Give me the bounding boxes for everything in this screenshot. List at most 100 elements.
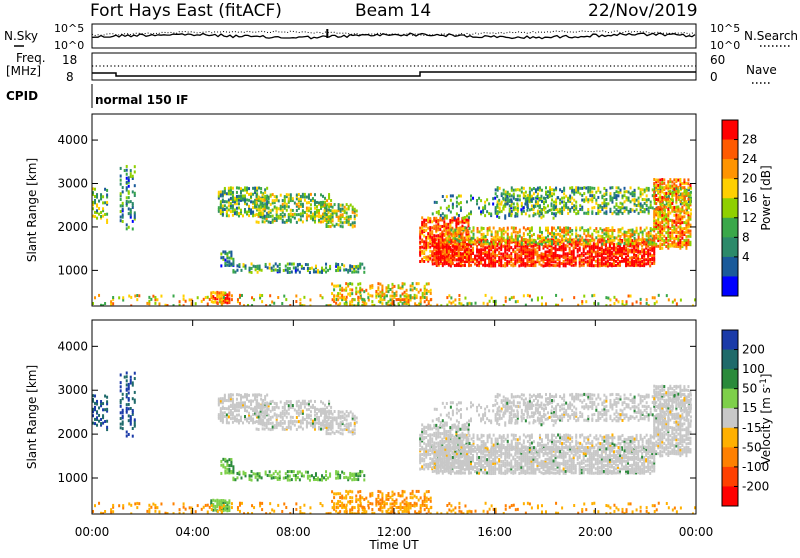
power-cell: [515, 300, 517, 303]
power-cell: [671, 241, 673, 244]
power-cell: [495, 192, 497, 195]
power-cell: [659, 182, 661, 185]
power-cell: [671, 206, 673, 209]
power-cell: [681, 192, 683, 195]
power-cell: [428, 290, 430, 293]
power-cell: [681, 216, 683, 219]
power-cell: [511, 194, 513, 197]
power-cell: [575, 201, 577, 204]
power-cell: [645, 258, 647, 261]
power-cell: [493, 236, 495, 239]
power-cell: [687, 229, 689, 232]
velocity-cell: [234, 415, 236, 418]
power-cell: [426, 292, 428, 295]
power-cell: [607, 227, 609, 230]
power-cell: [617, 186, 619, 189]
power-cell: [613, 296, 615, 299]
power-cell: [531, 239, 533, 242]
power-cell: [655, 207, 657, 210]
power-cell: [120, 216, 122, 219]
power-cell: [545, 191, 547, 194]
power-cell: [671, 219, 673, 222]
power-cell: [677, 205, 679, 208]
power-cell: [288, 197, 290, 200]
power-cell: [487, 227, 489, 230]
power-cell: [355, 287, 357, 290]
power-cell: [667, 203, 669, 206]
velocity-cell: [302, 410, 304, 413]
power-cell: [567, 206, 569, 209]
velocity-cell: [222, 397, 224, 400]
power-cell: [226, 200, 228, 203]
power-cell: [481, 233, 483, 236]
power-cell: [262, 211, 264, 214]
velocity-cell: [274, 412, 276, 415]
power-cell: [236, 207, 238, 210]
power-cell: [357, 265, 359, 268]
power-cell: [648, 187, 650, 190]
power-cell: [595, 212, 597, 215]
power-cell: [391, 295, 393, 298]
power-cell: [561, 235, 563, 238]
power-cell: [346, 219, 348, 222]
power-cell: [557, 248, 559, 251]
power-cell: [458, 214, 460, 217]
power-cell: [102, 207, 104, 210]
power-cell: [492, 250, 494, 253]
power-cell: [603, 193, 605, 196]
power-cell: [238, 187, 240, 190]
power-cell: [292, 213, 294, 216]
power-cell: [639, 258, 641, 261]
power-cell: [500, 256, 502, 259]
power-cell: [267, 266, 269, 269]
power-cell: [132, 220, 134, 223]
power-cell: [654, 302, 656, 305]
power-cell: [130, 172, 132, 175]
power-cell: [609, 229, 611, 232]
power-cell: [439, 217, 441, 220]
power-cell: [335, 269, 337, 272]
velocity-cell: [246, 393, 248, 396]
velocity-cell: [294, 424, 296, 427]
power-cell: [385, 302, 387, 305]
power-cell: [294, 213, 296, 216]
power-cell: [559, 229, 561, 232]
power-cell: [94, 296, 96, 299]
power-cell: [518, 248, 520, 251]
power-cell: [454, 253, 456, 256]
power-cell: [295, 294, 297, 297]
nsearch-label: N.Search: [744, 29, 798, 43]
power-cell: [470, 198, 472, 201]
power-cell: [421, 246, 423, 249]
power-cell: [458, 259, 460, 262]
power-cell: [553, 189, 555, 192]
power-cell: [505, 231, 507, 234]
power-cell: [585, 252, 587, 255]
power-cell: [605, 227, 607, 230]
power-cell: [264, 199, 266, 202]
power-cell: [325, 266, 327, 269]
power-cell: [457, 217, 459, 220]
power-cell: [690, 208, 692, 211]
power-cell: [434, 248, 436, 251]
velocity-cell: [242, 421, 244, 424]
power-cell: [599, 259, 601, 262]
power-cell: [613, 192, 615, 195]
power-cell: [377, 282, 379, 285]
power-cell: [496, 204, 498, 207]
power-cell: [661, 243, 663, 246]
power-cell: [506, 202, 508, 205]
power-cell: [648, 198, 650, 201]
power-cell: [534, 261, 536, 264]
velocity-cell: [314, 414, 316, 417]
power-cell: [252, 187, 254, 190]
power-cell: [517, 194, 519, 197]
power-cell: [278, 215, 280, 218]
power-cell: [555, 233, 557, 236]
power-cell: [341, 263, 343, 266]
power-cell: [657, 235, 659, 238]
power-cell: [106, 193, 108, 196]
power-cell: [638, 212, 640, 215]
power-cell: [279, 263, 281, 266]
velocity-cell: [238, 413, 240, 416]
